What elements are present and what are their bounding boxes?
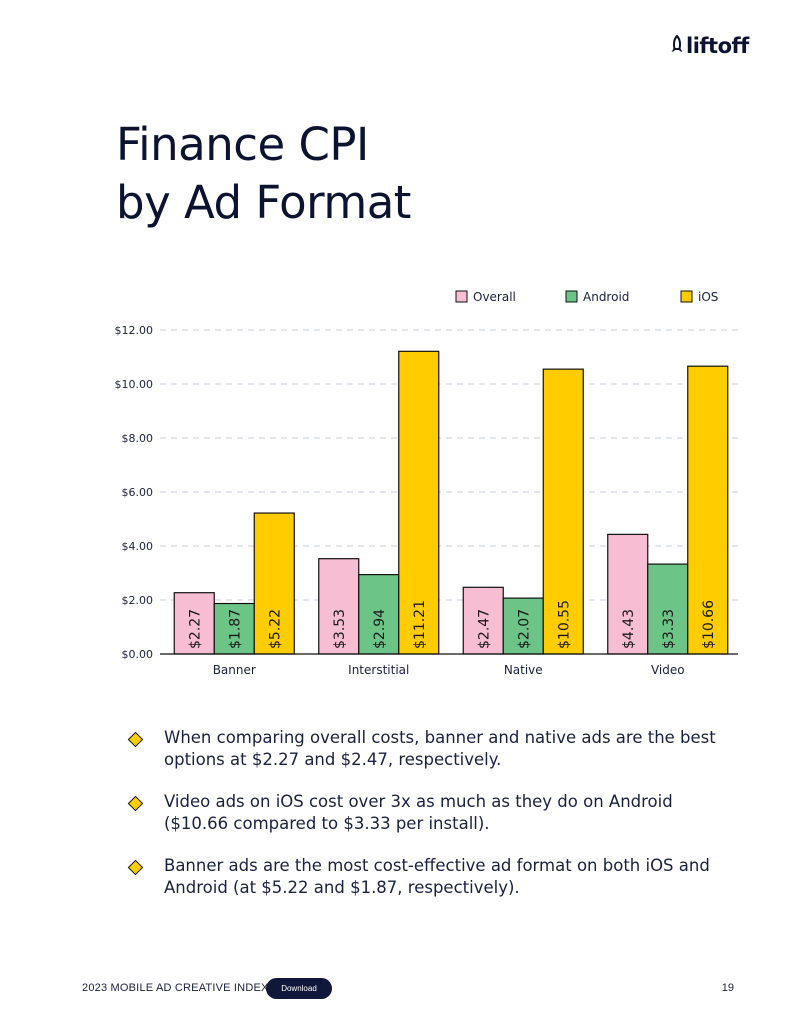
page-title-line-1: Finance CPI — [116, 118, 369, 171]
bar-ios — [253, 512, 295, 655]
cpi-bar-chart: $0.00 $2.00 $4.00 $6.00 $8.00 $10.00 $12.00 $2.… — [115, 290, 738, 677]
bar-value-label: $11.21 — [412, 600, 428, 649]
bar-ios — [398, 350, 440, 655]
bar-value-label: $3.33 — [661, 609, 677, 649]
brand-name: liftoff — [686, 34, 749, 58]
legend-swatch-overall — [455, 290, 468, 303]
bar-ios — [687, 365, 729, 655]
y-tick-label: $12.00 — [115, 324, 154, 337]
x-tick-label: Interstitial — [348, 663, 409, 677]
page-number: 19 — [721, 982, 734, 994]
bar-value-label: $2.47 — [476, 609, 492, 649]
bar-value-label: $2.07 — [516, 609, 532, 649]
y-tick-label: $0.00 — [122, 648, 154, 661]
bar-android — [647, 563, 689, 655]
liftoff-logo: liftoff — [670, 34, 749, 58]
y-tick-label: $2.00 — [122, 594, 154, 607]
y-tick-label: $8.00 — [122, 432, 154, 445]
legend-swatch-android — [565, 290, 578, 303]
bar-overall — [462, 586, 504, 655]
takeaway-text: Banner ads are the most cost-effective a… — [164, 856, 710, 897]
takeaway-text: When comparing overall costs, banner and… — [164, 728, 716, 769]
bar-value-label: $5.22 — [267, 609, 283, 649]
bar-value-label: $2.94 — [372, 609, 388, 649]
report-title: 2023 MOBILE AD CREATIVE INDEX — [82, 982, 269, 994]
legend-swatch-ios — [680, 290, 693, 303]
page-title: Finance CPI by Ad Format — [116, 116, 411, 232]
takeaway-text: Video ads on iOS cost over 3x as much as… — [164, 792, 673, 833]
y-tick-label: $10.00 — [115, 378, 154, 391]
download-button[interactable]: Download — [266, 978, 332, 999]
legend-label-ios: iOS — [698, 290, 718, 304]
diamond-bullet-icon — [127, 795, 144, 812]
bar-value-label: $1.87 — [227, 609, 243, 649]
legend-label-overall: Overall — [473, 290, 516, 304]
y-tick-label: $6.00 — [122, 486, 154, 499]
x-tick-label: Banner — [213, 663, 256, 677]
takeaway-item: Banner ads are the most cost-effective a… — [127, 855, 728, 899]
legend-label-android: Android — [583, 290, 629, 304]
bar-value-label: $10.66 — [701, 600, 717, 649]
bar-overall — [318, 558, 360, 655]
takeaway-item: When comparing overall costs, banner and… — [127, 727, 728, 771]
bar-android — [213, 602, 255, 655]
key-takeaways-list: When comparing overall costs, banner and… — [127, 727, 728, 919]
bar-value-label: $3.53 — [332, 609, 348, 649]
page-title-line-2: by Ad Format — [116, 176, 411, 229]
diamond-bullet-icon — [127, 859, 144, 876]
takeaway-item: Video ads on iOS cost over 3x as much as… — [127, 791, 728, 835]
y-tick-label: $4.00 — [122, 540, 154, 553]
diamond-bullet-icon — [127, 731, 144, 748]
page-footer: 2023 MOBILE AD CREATIVE INDEX Download 1… — [82, 978, 734, 1000]
x-tick-label: Native — [504, 663, 543, 677]
bar-value-label: $4.43 — [621, 609, 637, 649]
bar-value-label: $10.55 — [556, 600, 572, 649]
bar-value-label: $2.27 — [187, 609, 203, 649]
x-tick-label: Video — [651, 663, 685, 677]
rocket-icon — [671, 35, 683, 52]
